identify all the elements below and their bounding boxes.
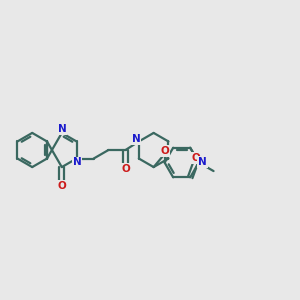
- Text: O: O: [58, 181, 67, 191]
- Text: O: O: [122, 164, 130, 174]
- Text: N: N: [58, 124, 67, 134]
- Text: N: N: [198, 157, 207, 167]
- Text: N: N: [73, 158, 81, 167]
- Text: O: O: [192, 153, 201, 163]
- Text: O: O: [160, 146, 169, 156]
- Text: N: N: [131, 134, 140, 144]
